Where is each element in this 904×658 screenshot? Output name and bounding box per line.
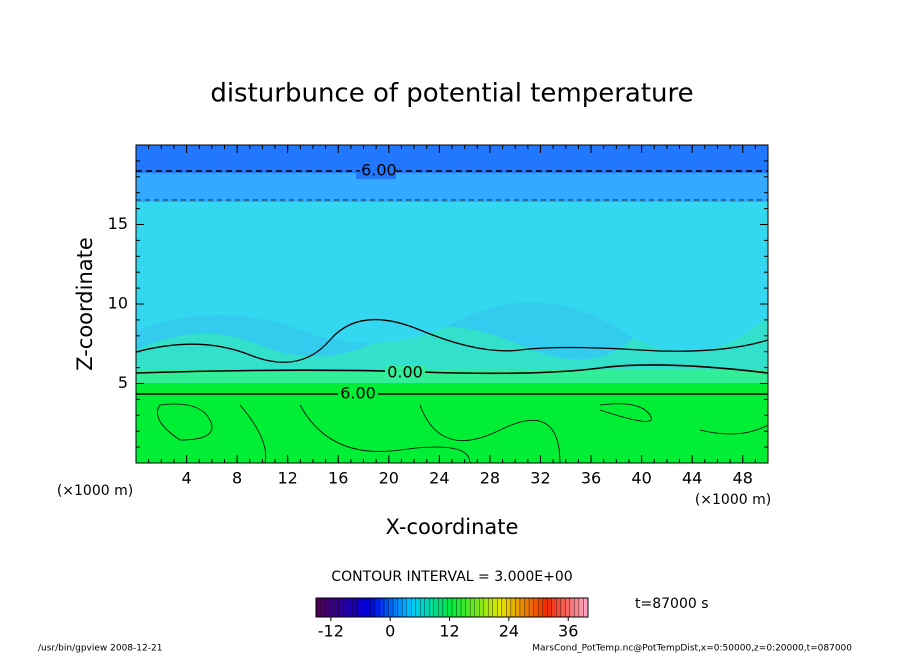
x-tick-label: 48	[733, 469, 753, 488]
colorbar-stripe	[528, 597, 534, 618]
colorbar-stripe	[451, 597, 457, 618]
footer-right: MarsCond_PotTemp.nc@PotTempDist,x=0:5000…	[532, 644, 852, 654]
colorbar-stripe	[329, 597, 335, 618]
colorbar-stripe	[574, 597, 580, 618]
colorbar-stripe	[324, 597, 330, 618]
colorbar-stripe	[569, 597, 575, 618]
colorbar-stripe	[379, 597, 385, 618]
contour-label-bg	[356, 163, 396, 179]
y-unit-label: (×1000 m)	[57, 483, 133, 499]
colorbar-stripe	[583, 597, 589, 618]
colorbar-stripe	[492, 597, 498, 618]
x-tick-label: 20	[379, 469, 399, 488]
colorbar-stripe	[388, 597, 394, 618]
colorbar-stripe	[352, 597, 357, 618]
colorbar-stripe	[533, 597, 539, 618]
colorbar-stripe	[338, 597, 344, 618]
colorbar-stripe	[510, 597, 516, 618]
colorbar-stripe	[374, 597, 380, 618]
colorbar-stripe	[347, 597, 353, 618]
colorbar-stripe	[343, 597, 348, 618]
colorbar-stripe	[497, 597, 503, 618]
colorbar-stripe	[406, 597, 412, 618]
chart-title: disturbunce of potential temperature	[210, 79, 693, 109]
colorbar-stripe	[506, 597, 512, 618]
colorbar-stripe	[442, 597, 448, 618]
colorbar-stripe	[361, 597, 367, 618]
x-tick-label: 8	[232, 469, 242, 488]
colorbar-stripe	[438, 597, 444, 618]
colorbar-stripe	[519, 597, 525, 618]
colorbar-stripe	[542, 597, 548, 618]
colorbar-stripe	[537, 597, 543, 618]
y-tick-label: 10	[108, 294, 128, 313]
x-tick-label: 32	[530, 469, 550, 488]
colorbar-stripe	[479, 597, 484, 618]
x-unit-label: (×1000 m)	[695, 492, 771, 508]
x-tick-label: 24	[429, 469, 449, 488]
colorbar-stripe	[365, 597, 371, 618]
colorbar-stripe	[429, 597, 435, 618]
time-label: t=87000 s	[635, 596, 709, 612]
x-tick-label: 28	[480, 469, 500, 488]
colorbar-stripe	[383, 597, 389, 618]
colorbar-frame	[315, 597, 589, 618]
colorbar-tick-label: 24	[499, 622, 519, 641]
colorbar-stripe	[424, 597, 430, 618]
colorbar-stripe	[460, 597, 466, 618]
colorbar-stripe	[397, 597, 403, 618]
x-tick-label: 36	[581, 469, 601, 488]
x-tick-label: 16	[328, 469, 348, 488]
colorbar-stripe	[465, 597, 471, 618]
x-tick-label: 44	[682, 469, 702, 488]
contour-field	[136, 145, 768, 463]
colorbar-stripe	[320, 597, 326, 618]
contour-interval: CONTOUR INTERVAL = 3.000E+00	[331, 569, 572, 585]
y-axis-label: Z-coordinate	[73, 237, 97, 371]
colorbar-stripe	[333, 597, 339, 618]
colorbar-stripe	[515, 597, 521, 618]
colorbar-stripe	[560, 597, 566, 618]
colorbar-stripe	[356, 597, 362, 618]
colorbar-stripe	[578, 597, 584, 618]
colorbar-tick-label: 0	[385, 622, 395, 641]
contour-label-bg	[338, 386, 378, 402]
y-tick-label: 5	[118, 373, 128, 392]
colorbar-stripe	[483, 597, 489, 618]
colorbar-stripe	[392, 597, 398, 618]
colorbar-stripe	[420, 597, 425, 618]
colorbar-stripe	[501, 597, 507, 618]
colorbar-stripe	[456, 597, 462, 618]
colorbar-stripe	[469, 597, 475, 618]
contour-label: -6.00	[355, 161, 396, 180]
colorbar-tick-label: -12	[318, 622, 344, 641]
x-tick-label: 12	[278, 469, 298, 488]
colorbar-stripe	[565, 597, 571, 618]
contour-label-bg	[385, 365, 425, 381]
colorbar-stripe	[401, 597, 407, 618]
colorbar-stripe	[315, 597, 321, 618]
colorbar-stripe	[474, 597, 480, 618]
x-tick-label: 4	[181, 469, 191, 488]
colorbar-stripe	[547, 597, 552, 618]
colorbar-stripe	[370, 597, 376, 618]
colorbar-tick-label: 36	[558, 622, 578, 641]
colorbar-stripe	[433, 597, 439, 618]
colorbar-tick-label: 12	[439, 622, 459, 641]
x-tick-label: 40	[631, 469, 651, 488]
contour-label: 6.00	[340, 384, 376, 403]
colorbar-stripe	[556, 597, 561, 618]
contour-label: 0.00	[387, 363, 423, 382]
colorbar-stripe	[488, 597, 493, 618]
colorbar-stripe	[447, 597, 453, 618]
colorbar-stripe	[411, 597, 416, 618]
colorbar-stripe	[524, 597, 530, 618]
footer-left: /usr/bin/gpview 2008-12-21	[38, 644, 162, 654]
x-axis-label: X-coordinate	[386, 515, 519, 539]
colorbar-stripe	[415, 597, 421, 618]
y-tick-label: 15	[108, 214, 128, 233]
colorbar-stripe	[551, 597, 557, 618]
